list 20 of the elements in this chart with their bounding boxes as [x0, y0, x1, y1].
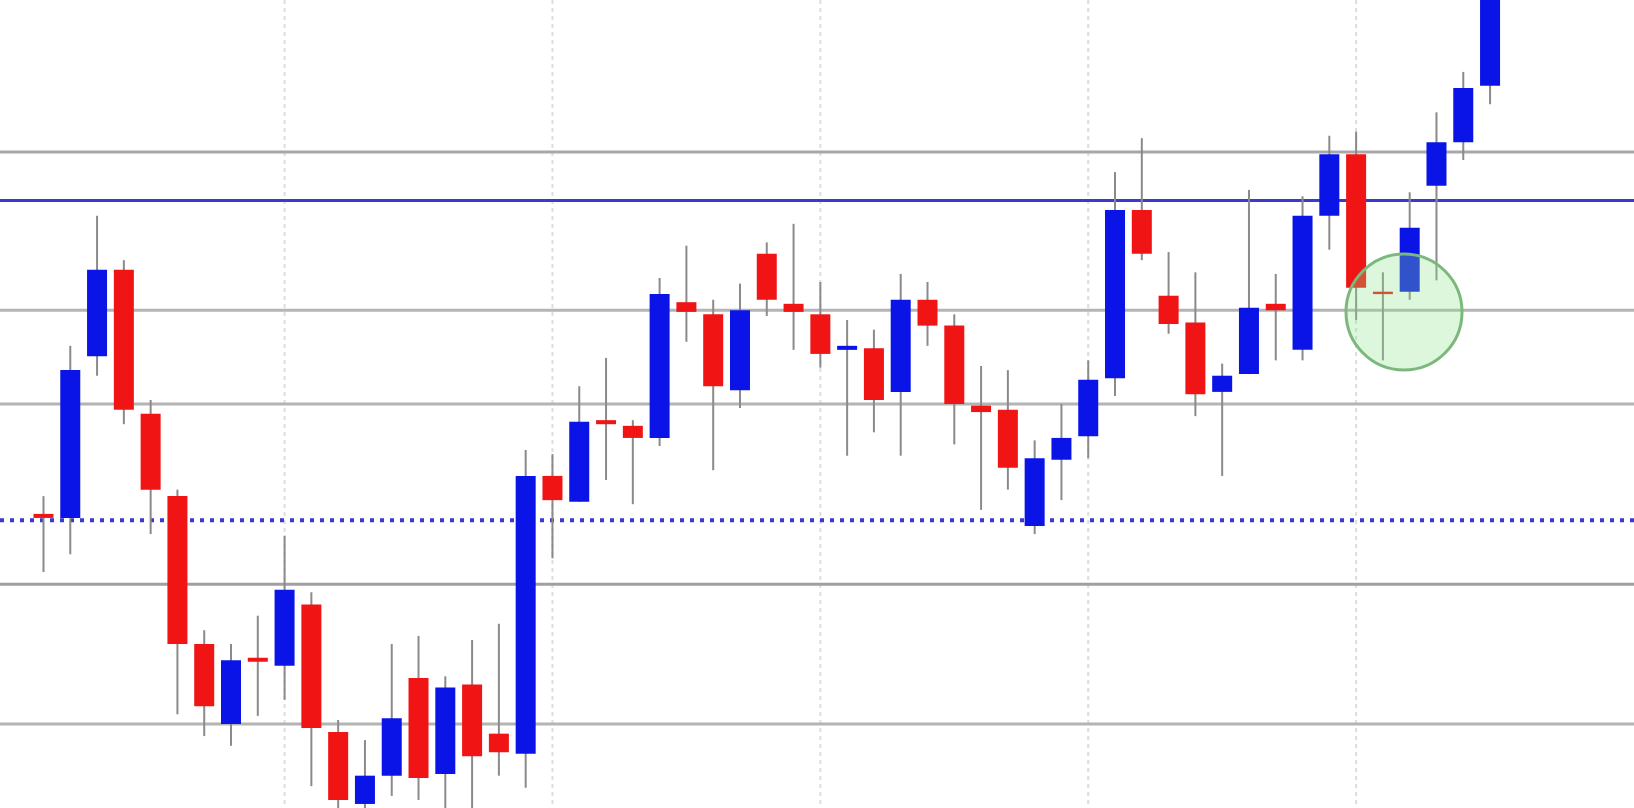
- candlestick: [33, 495, 54, 574]
- candlestick: [917, 280, 938, 347]
- candlestick: [1212, 362, 1233, 477]
- candlestick: [1265, 272, 1286, 362]
- candlestick: [354, 739, 375, 808]
- candlestick: [1051, 403, 1072, 502]
- candlestick: [676, 244, 697, 343]
- candlestick: [542, 453, 563, 560]
- candlestick: [783, 222, 804, 351]
- candlestick: [622, 419, 643, 506]
- candlestick: [971, 365, 992, 511]
- candlestick: [1158, 251, 1179, 335]
- candlestick: [1131, 137, 1152, 262]
- candlestick: [596, 356, 617, 481]
- candlestick: [247, 614, 268, 717]
- candlestick: [488, 622, 509, 777]
- candlestick: [756, 241, 777, 317]
- candlestick: [1426, 111, 1447, 282]
- candlestick: [810, 280, 831, 369]
- candlestick: [837, 318, 858, 457]
